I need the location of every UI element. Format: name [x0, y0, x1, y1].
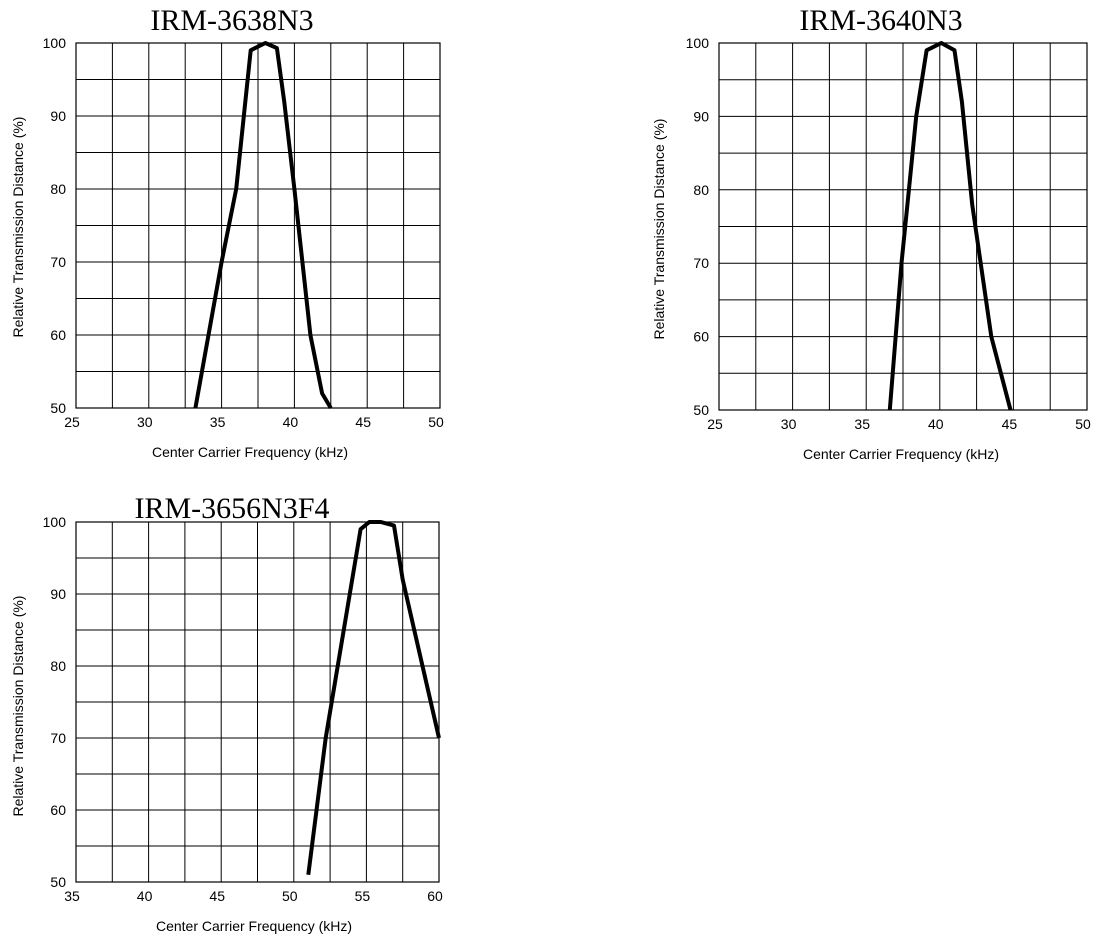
chart-title: IRM-3656N3F4 — [134, 492, 329, 525]
plot-frame — [75, 521, 440, 883]
x-axis-label: Center Carrier Frequency (kHz) — [156, 918, 352, 934]
y-tick-label: 60 — [693, 329, 709, 345]
y-tick-label: 60 — [50, 327, 66, 343]
chart-title: IRM-3638N3 — [150, 4, 313, 37]
series-line — [306, 520, 441, 876]
x-tick-label: 30 — [781, 416, 797, 432]
x-tick-label: 35 — [64, 888, 80, 904]
x-tick-label: 55 — [355, 888, 371, 904]
tick-labels: 35 40 45 50 55 60 50 60 70 80 90 100 — [43, 514, 443, 904]
y-tick-label: 100 — [43, 514, 67, 530]
y-tick-label: 90 — [50, 108, 66, 124]
series-line — [193, 41, 333, 410]
x-tick-label: 60 — [427, 888, 443, 904]
y-tick-label: 80 — [50, 658, 66, 674]
y-tick-label: 80 — [50, 181, 66, 197]
y-tick-label: 70 — [50, 254, 66, 270]
y-tick-label: 100 — [686, 35, 710, 51]
x-tick-label: 35 — [854, 416, 870, 432]
grid — [718, 42, 1088, 411]
x-tick-label: 50 — [428, 414, 444, 430]
y-tick-label: 50 — [50, 874, 66, 890]
x-tick-label: 40 — [928, 416, 944, 432]
grid — [75, 521, 440, 883]
x-tick-label: 40 — [137, 888, 153, 904]
plot-frame — [75, 42, 441, 409]
y-tick-label: 70 — [50, 730, 66, 746]
x-tick-label: 50 — [1075, 416, 1091, 432]
y-tick-label: 50 — [50, 400, 66, 416]
x-tick-label: 25 — [64, 414, 80, 430]
tick-labels: 25 30 35 40 45 50 50 60 70 80 90 100 — [43, 35, 444, 430]
x-tick-label: 40 — [283, 414, 299, 430]
plot-frame — [718, 42, 1088, 411]
tick-labels: 25 30 35 40 45 50 50 60 70 80 90 100 — [686, 35, 1091, 432]
series — [306, 520, 441, 876]
y-tick-label: 50 — [693, 402, 709, 418]
x-tick-label: 30 — [137, 414, 153, 430]
x-axis-label: Center Carrier Frequency (kHz) — [803, 446, 999, 462]
y-tick-label: 90 — [693, 108, 709, 124]
y-tick-label: 80 — [693, 182, 709, 198]
series-line — [887, 41, 1013, 411]
x-tick-label: 35 — [210, 414, 226, 430]
y-axis-label: Relative Transmission Distance (%) — [10, 596, 26, 817]
chart-irm-3638n3: IRM-3638N3 Center Carrier Frequency (kHz… — [10, 4, 444, 460]
y-axis-label: Relative Transmission Distance (%) — [651, 119, 667, 340]
x-axis-label: Center Carrier Frequency (kHz) — [152, 444, 348, 460]
y-tick-label: 100 — [43, 35, 67, 51]
y-axis-label: Relative Transmission Distance (%) — [10, 117, 26, 338]
y-tick-label: 90 — [50, 586, 66, 602]
x-tick-label: 45 — [209, 888, 225, 904]
x-tick-label: 45 — [355, 414, 371, 430]
chart-title: IRM-3640N3 — [799, 4, 962, 37]
y-tick-label: 60 — [50, 802, 66, 818]
x-tick-label: 45 — [1002, 416, 1018, 432]
chart-irm-3656n3f4: IRM-3656N3F4 Center Carrier Frequency (k… — [10, 492, 443, 934]
grid — [75, 42, 441, 409]
x-tick-label: 25 — [707, 416, 723, 432]
series — [887, 41, 1013, 411]
x-tick-label: 50 — [282, 888, 298, 904]
chart-irm-3640n3: IRM-3640N3 Center Carrier Frequency (kHz… — [651, 4, 1091, 462]
y-tick-label: 70 — [693, 255, 709, 271]
series — [193, 41, 333, 410]
